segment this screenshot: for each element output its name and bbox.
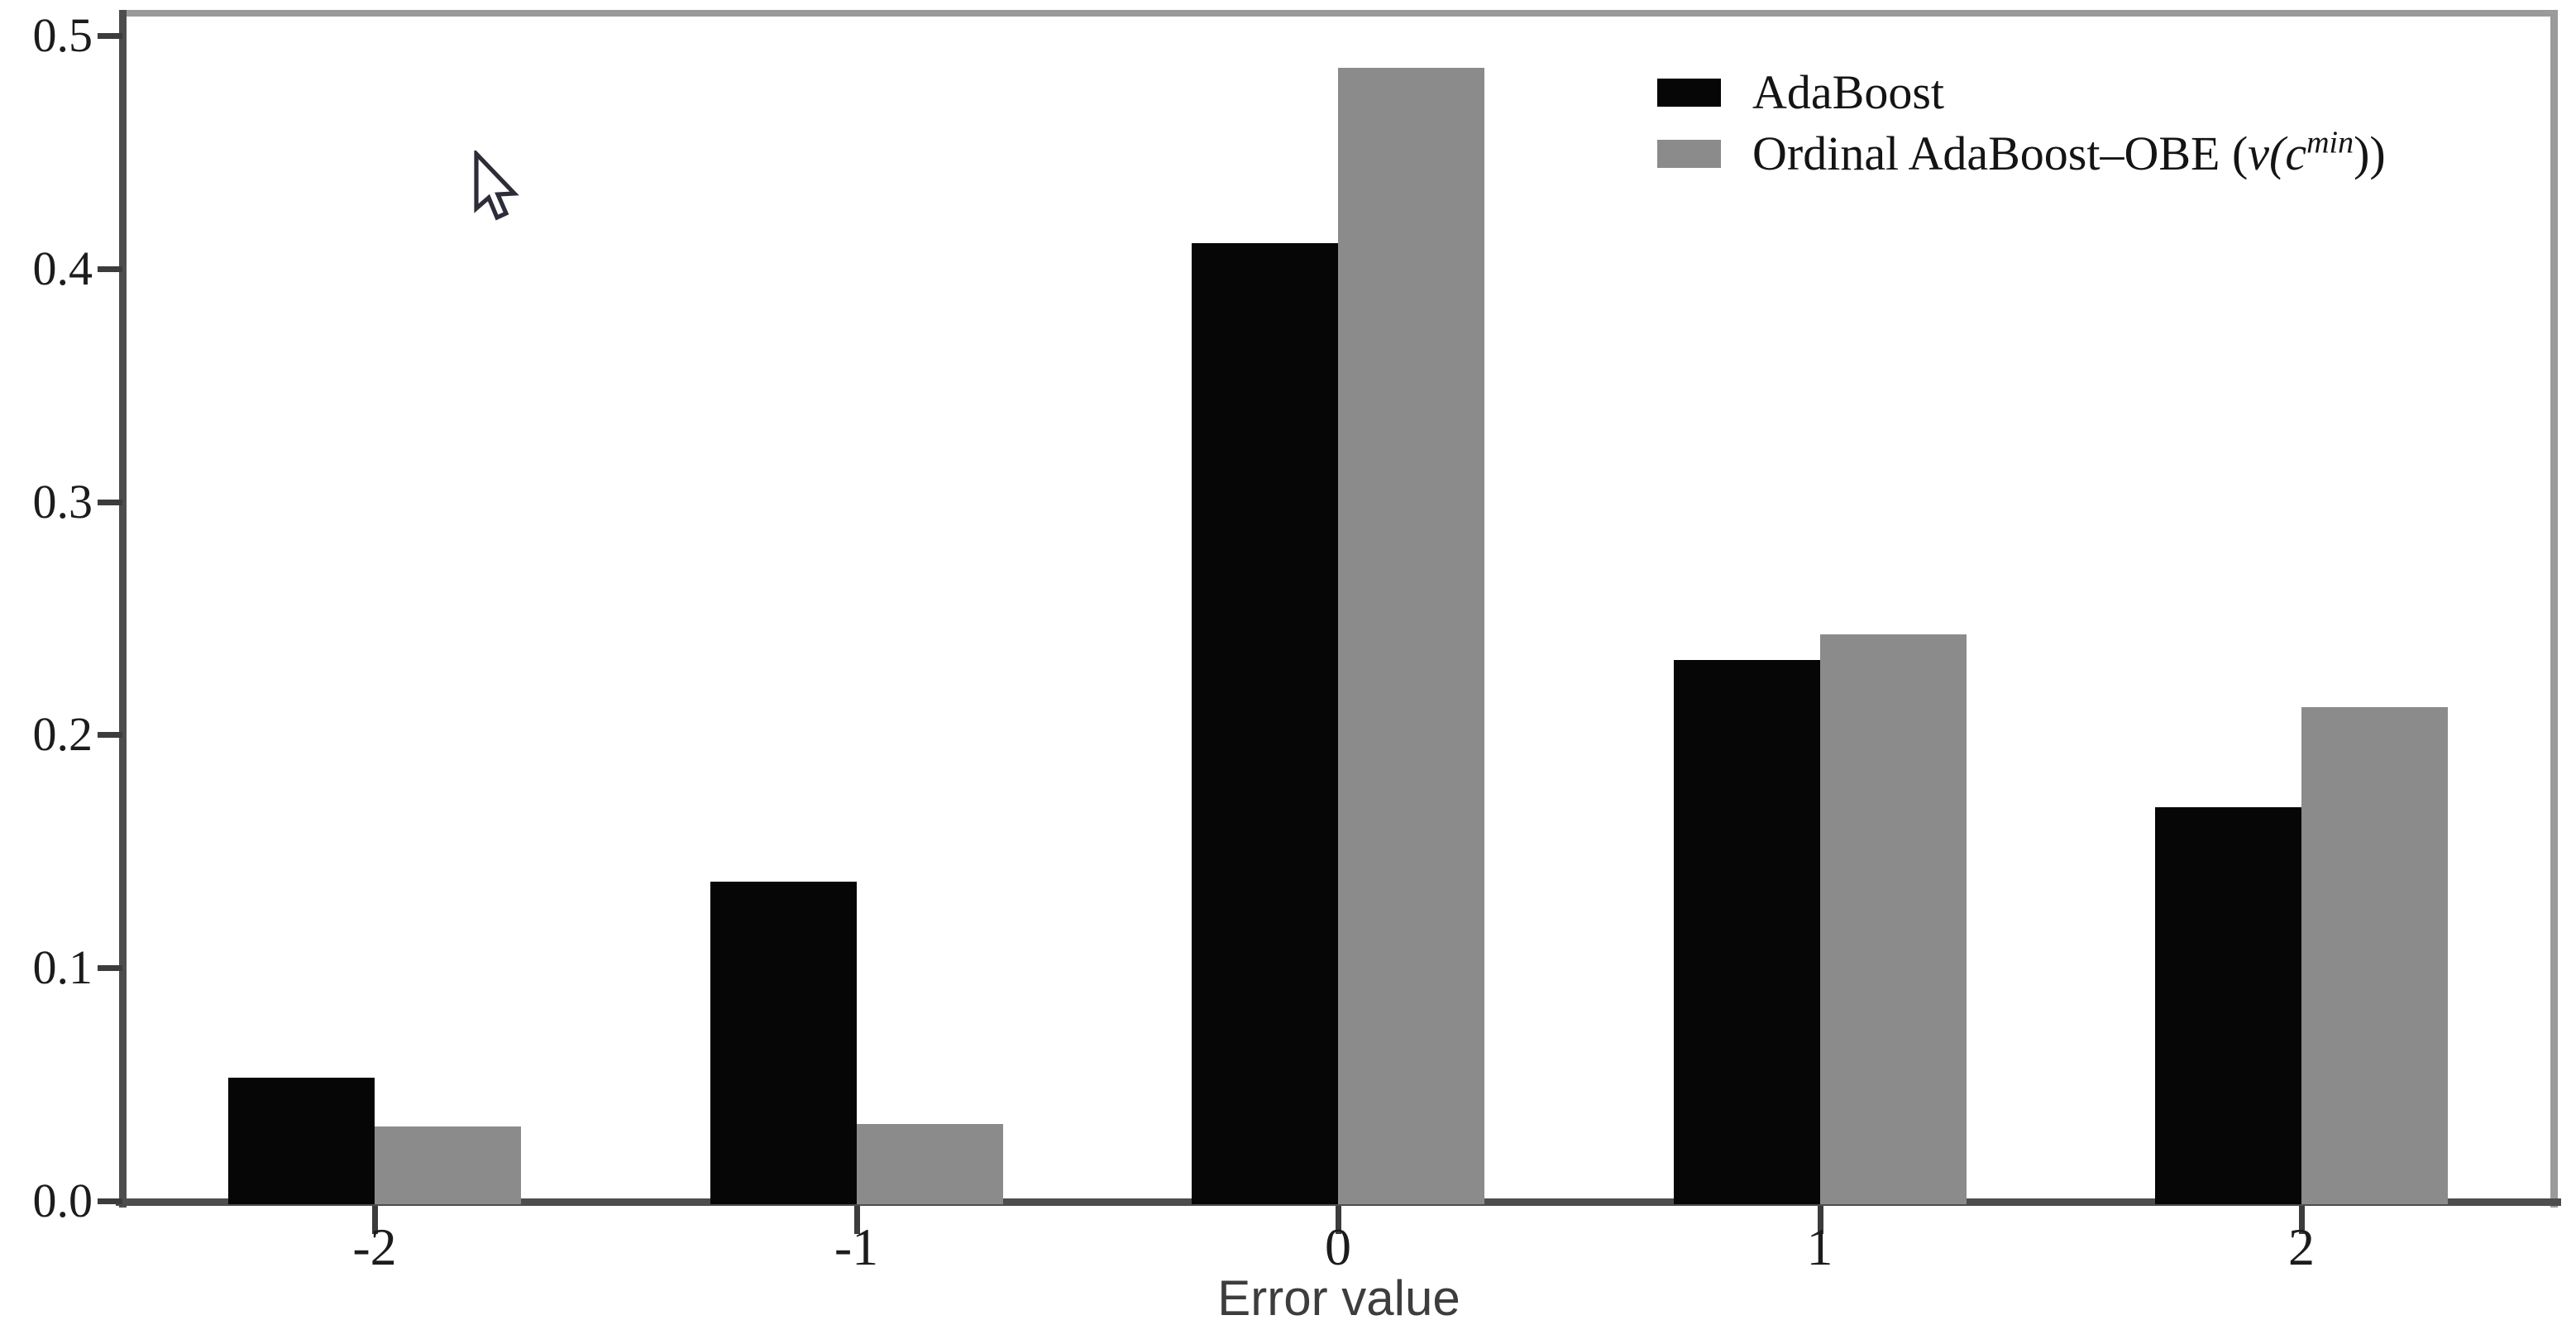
legend-label-prefix: Ordinal AdaBoost–OBE (	[1752, 127, 2249, 180]
x-tick	[372, 1206, 378, 1234]
legend-item-adaboost: AdaBoost	[1657, 65, 2509, 119]
bar-ordinal-adaboost-obe	[2301, 706, 2448, 1204]
x-tick-label: 0	[1325, 1217, 1351, 1276]
y-tick	[98, 33, 122, 39]
bar-adaboost	[1673, 660, 1820, 1204]
y-tick	[98, 732, 122, 739]
x-tick-label: -2	[352, 1217, 397, 1276]
bar-adaboost	[710, 881, 857, 1204]
y-tick-label: 0.2	[32, 707, 93, 762]
x-axis-title: Error value	[1217, 1270, 1460, 1326]
legend: AdaBoost Ordinal AdaBoost–OBE (v(cmin))	[1657, 65, 2509, 195]
y-tick-label: 0.4	[32, 241, 93, 295]
y-tick-label: 0.0	[32, 1174, 93, 1227]
y-tick-label: 0.1	[32, 940, 93, 995]
x-tick	[2299, 1206, 2305, 1234]
legend-label-suffix: ))	[2354, 127, 2386, 180]
legend-item-ordinal-adaboost-obe: Ordinal AdaBoost–OBE (v(cmin))	[1657, 127, 2509, 178]
y-tick	[98, 1198, 122, 1204]
y-tick	[98, 499, 122, 505]
bar-ordinal-adaboost-obe	[856, 1124, 1003, 1204]
y-tick-label: 0.3	[32, 474, 93, 529]
legend-label-ordinal-adaboost-obe: Ordinal AdaBoost–OBE (v(cmin))	[1752, 127, 2386, 178]
bar-adaboost	[2155, 806, 2301, 1204]
x-tick	[853, 1206, 860, 1234]
bar-adaboost	[228, 1077, 375, 1204]
x-tick-label: -1	[834, 1217, 879, 1276]
y-tick	[98, 265, 122, 272]
x-tick	[1817, 1206, 1823, 1234]
plot-right-spine	[2550, 10, 2558, 1208]
bar-adaboost	[1192, 242, 1338, 1204]
x-tick-label: 1	[1806, 1217, 1833, 1276]
legend-label-superscript: min	[2306, 125, 2354, 160]
plot-left-spine	[119, 10, 127, 1208]
legend-swatch-adaboost	[1657, 79, 1721, 107]
x-tick-label: 2	[2288, 1217, 2315, 1276]
bar-ordinal-adaboost-obe	[1819, 634, 1967, 1204]
legend-swatch-ordinal-adaboost-obe	[1657, 140, 1721, 168]
bar-ordinal-adaboost-obe	[1338, 68, 1484, 1204]
legend-label-math: v(c	[2248, 127, 2307, 180]
bar-ordinal-adaboost-obe	[375, 1126, 521, 1204]
y-tick-label: 0.5	[32, 8, 93, 62]
x-tick	[1336, 1206, 1341, 1234]
legend-label-adaboost: AdaBoost	[1752, 65, 1944, 119]
mouse-cursor-icon	[474, 151, 519, 221]
plot-top-spine	[122, 10, 2555, 17]
y-tick	[98, 965, 122, 972]
